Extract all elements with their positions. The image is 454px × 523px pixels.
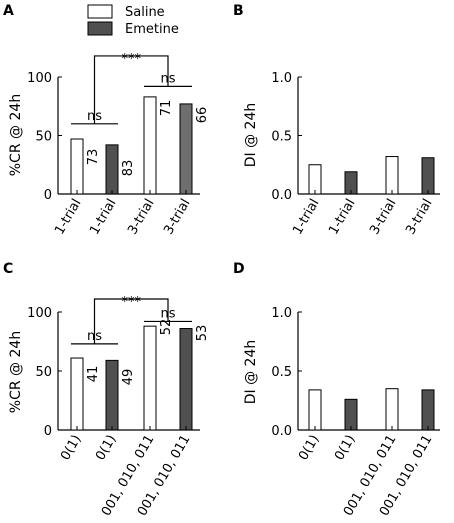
x-tick-label-d-0: 0(1)	[296, 433, 322, 464]
y-axis-label-b: DI @ 24h	[243, 103, 259, 168]
n-label-c-3: 53	[195, 325, 210, 342]
x-tick-label-b-1: 1-trial	[326, 197, 358, 238]
x-tick-label-b-2: 3-trial	[367, 197, 399, 238]
y-tick-label-d-0: 0.0	[271, 424, 292, 439]
bar-a-0	[70, 138, 84, 195]
n-label-c-0: 41	[86, 366, 101, 383]
y-tick-label-b-0: 0.0	[271, 188, 292, 203]
sig-label-a-2: ***	[122, 52, 142, 67]
panel-label-c: C	[3, 261, 13, 277]
n-label-a-2: 71	[159, 100, 174, 117]
y-tick-label-a-1: 50	[35, 130, 52, 145]
legend-label-saline: Saline	[125, 5, 165, 20]
legend-swatch-saline	[87, 4, 113, 19]
bar-c-2	[143, 325, 157, 431]
x-tick-label-c-0: 0(1)	[58, 433, 84, 464]
panel-label-d: D	[233, 261, 245, 277]
bar-d-3	[421, 389, 435, 431]
y-axis-label-c: %CR @ 24h	[8, 331, 24, 413]
bar-b-0	[308, 164, 322, 195]
y-tick-label-c-1: 50	[35, 365, 52, 380]
bar-c-1	[105, 359, 119, 431]
x-tick-label-d-1: 0(1)	[332, 433, 358, 464]
y-tick-label-c-0: 0	[44, 424, 52, 439]
bar-d-0	[308, 389, 322, 431]
sig-bracket-a-2	[93, 55, 169, 124]
bar-a-3	[179, 103, 193, 195]
sig-label-c-2: ***	[122, 295, 142, 310]
bar-a-2	[143, 96, 157, 195]
panel-label-b: B	[233, 3, 244, 19]
y-tick-label-b-2: 1.0	[271, 71, 292, 86]
panel-label-a: A	[3, 3, 14, 19]
y-tick-label-c-2: 100	[27, 306, 52, 321]
x-tick-label-a-0: 1-trial	[52, 197, 84, 238]
x-tick-label-a-2: 3-trial	[125, 197, 157, 238]
legend: Saline Emetine	[87, 4, 179, 37]
bar-c-0	[70, 357, 84, 431]
y-axis-label-d: DI @ 24h	[243, 340, 259, 405]
bar-d-1	[344, 398, 358, 431]
y-tick-label-a-0: 0	[44, 188, 52, 203]
legend-swatch-emetine	[87, 21, 113, 36]
n-label-a-1: 83	[121, 160, 136, 177]
y-tick-label-b-1: 0.5	[271, 130, 292, 145]
x-tick-label-a-1: 1-trial	[87, 197, 119, 238]
n-label-c-1: 49	[121, 369, 136, 386]
x-tick-label-b-3: 3-trial	[403, 197, 435, 238]
bar-b-2	[385, 156, 399, 195]
n-label-c-2: 52	[159, 319, 174, 336]
sig-bracket-c-2	[93, 298, 169, 344]
x-tick-label-b-0: 1-trial	[290, 197, 322, 238]
n-label-a-0: 73	[86, 149, 101, 166]
bar-c-3	[179, 328, 193, 431]
bar-a-1	[105, 144, 119, 195]
x-tick-label-c-1: 0(1)	[93, 433, 119, 464]
n-label-a-3: 66	[195, 107, 210, 124]
legend-label-emetine: Emetine	[125, 22, 179, 37]
bar-b-3	[421, 157, 435, 195]
y-tick-label-d-2: 1.0	[271, 306, 292, 321]
y-tick-label-d-1: 0.5	[271, 365, 292, 380]
y-axis-label-a: %CR @ 24h	[8, 94, 24, 176]
y-tick-label-a-2: 100	[27, 71, 52, 86]
bar-d-2	[385, 388, 399, 431]
x-tick-label-a-3: 3-trial	[161, 197, 193, 238]
